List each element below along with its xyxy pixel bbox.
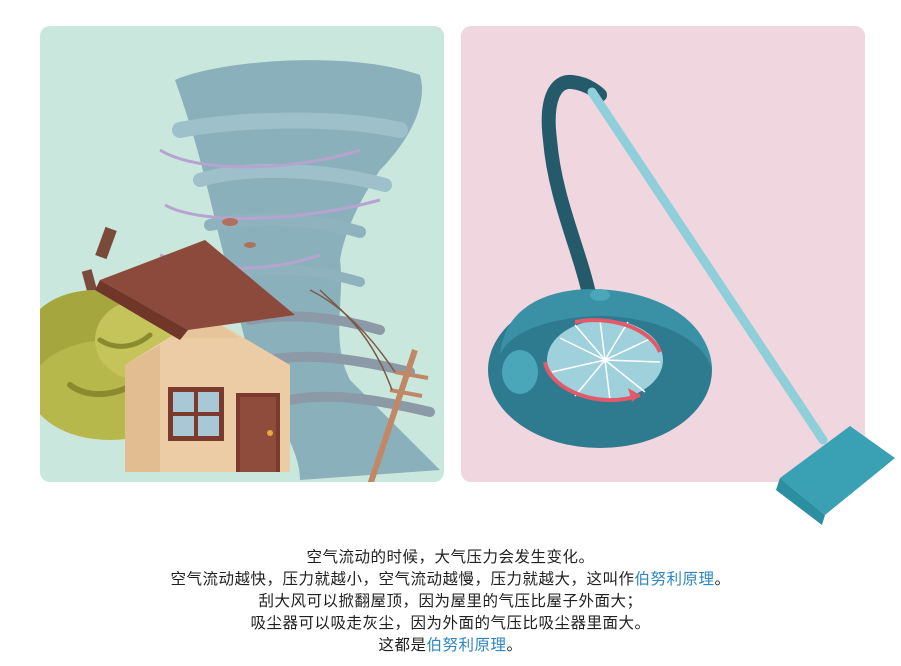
utility-pole (309, 289, 429, 482)
caption-line-2-text: 空气流动越快，压力就越小，空气流动越慢，压力就越大，这叫作 (170, 570, 635, 588)
caption-line-2-end: 。 (714, 570, 731, 588)
bernoulli-term: 伯努利原理 (634, 570, 715, 588)
caption-line-5-text: 这都是 (378, 636, 427, 654)
tornado-scene (40, 60, 440, 482)
house (95, 240, 295, 472)
caption-line-1: 空气流动的时候，大气压力会发生变化。 (306, 548, 595, 566)
caption-text: 空气流动的时候，大气压力会发生变化。 空气流动越快，压力就越小，空气流动越慢，压… (0, 546, 901, 656)
caption-line-2: 空气流动越快，压力就越小，空气流动越慢，压力就越大，这叫作伯努利原理。 (0, 568, 901, 590)
bernoulli-term-2: 伯努利原理 (426, 636, 507, 654)
caption-line-5: 这都是伯努利原理。 (0, 634, 901, 656)
fan-icon (543, 318, 663, 403)
caption-line-5-end: 。 (506, 636, 523, 654)
vacuum-cleaner (488, 74, 895, 525)
caption-line-3: 刮大风可以掀翻屋顶，因为屋里的气压比屋子外面大； (258, 592, 643, 610)
caption-line-4: 吸尘器可以吸走灰尘，因为外面的气压比吸尘器里面大。 (250, 614, 651, 632)
